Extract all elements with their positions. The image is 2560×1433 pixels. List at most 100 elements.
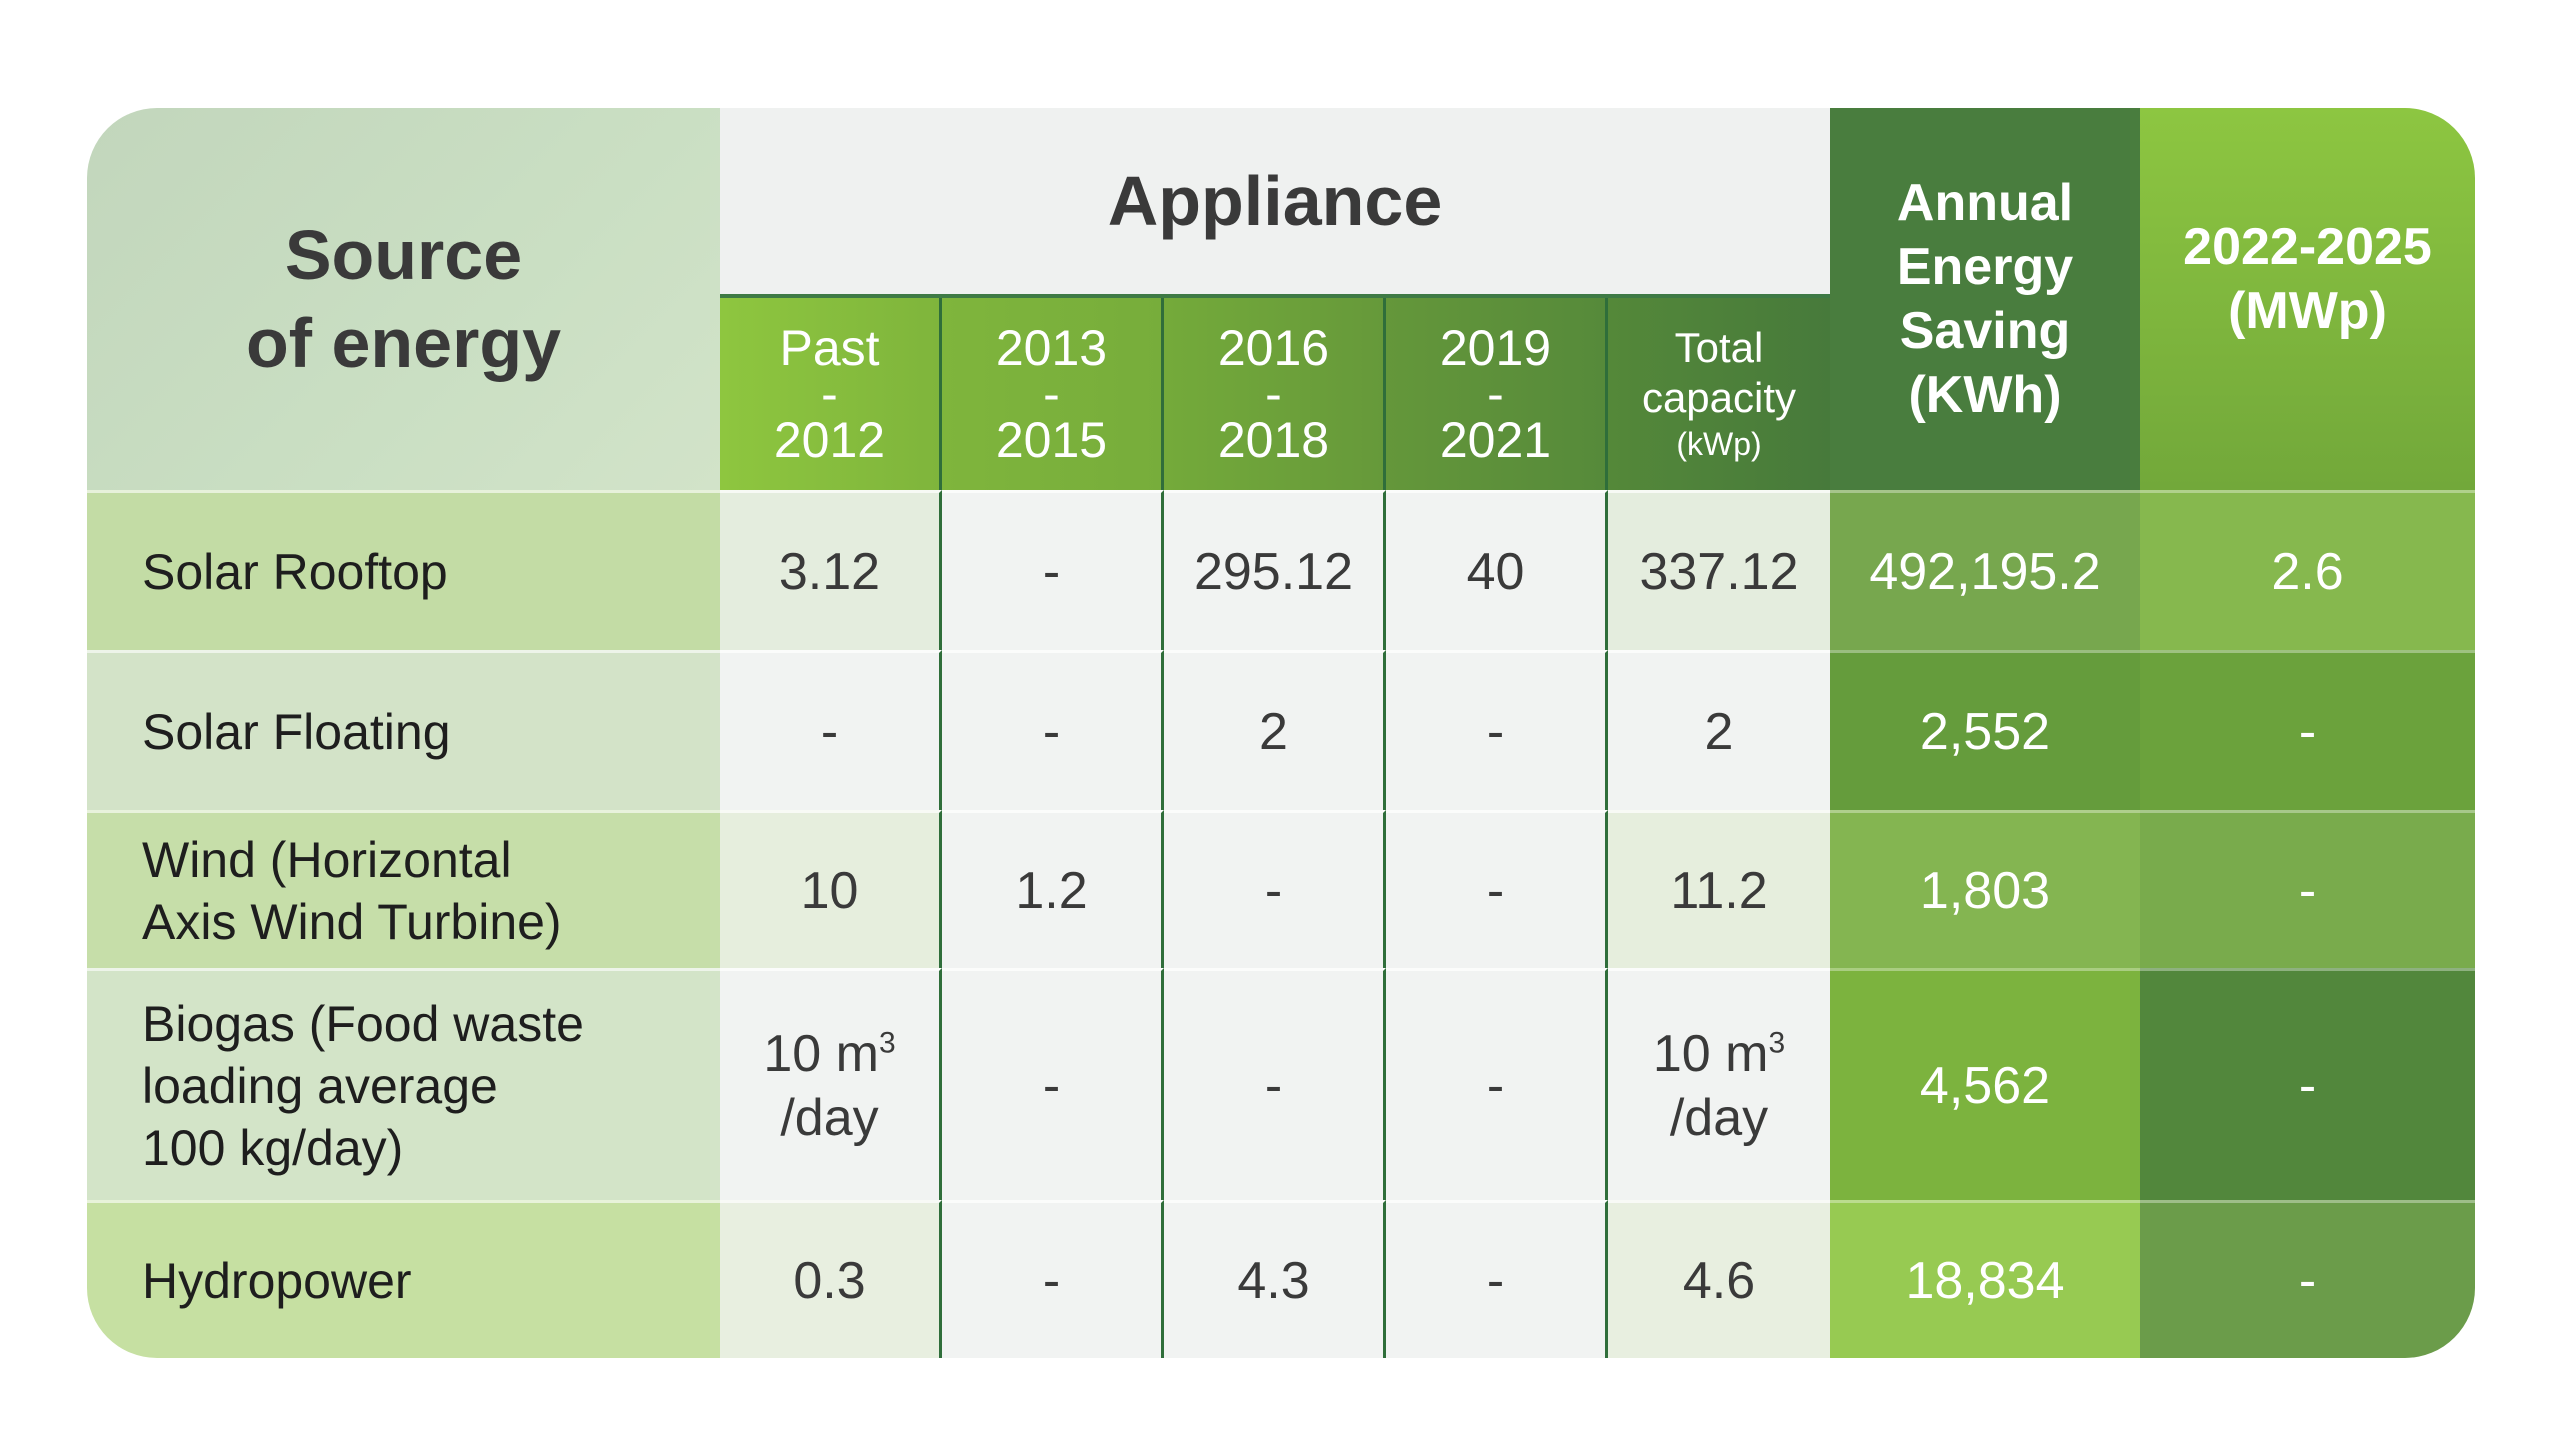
- value-text: -: [1486, 861, 1505, 920]
- value-cell: -: [942, 490, 1164, 650]
- value-cell: 2: [1608, 650, 1830, 810]
- period-bottom: 2012: [773, 412, 886, 468]
- future-capacity-cell: 2.6: [2140, 490, 2475, 650]
- value-cell: 1.2: [942, 810, 1164, 968]
- value-cell: -: [942, 968, 1164, 1200]
- value-cell: 10 m3/day: [720, 968, 942, 1200]
- source-label: loading average: [142, 1057, 498, 1114]
- value-cell: -: [942, 1200, 1164, 1358]
- value-cell: 40: [1386, 490, 1608, 650]
- annual-saving-cell: 2,552: [1830, 650, 2140, 810]
- value-cell: 10 m3/day: [1608, 968, 1830, 1200]
- period-header-2016-2018: 2016 - 2018: [1164, 298, 1386, 490]
- future-capacity-value: 2.6: [2271, 542, 2344, 601]
- value-line: 10 m3: [763, 1022, 895, 1086]
- annual-line: Annual: [1896, 174, 2074, 232]
- period-top: 2016: [1217, 320, 1330, 376]
- future-capacity-value: -: [2298, 1251, 2317, 1310]
- total-unit: (kWp): [1676, 426, 1762, 462]
- value-cell: 4.3: [1164, 1200, 1386, 1358]
- period-sep: -: [1043, 366, 1060, 422]
- period-sep: -: [1265, 366, 1282, 422]
- future-2022-2025-header: 2022-2025 (MWp): [2140, 108, 2475, 490]
- period-header-past-2012: Past - 2012: [720, 298, 942, 490]
- source-label: Hydropower: [142, 1252, 412, 1309]
- value-text: -: [1486, 702, 1505, 761]
- superscript: 3: [878, 1026, 896, 1060]
- value-cell: 337.12: [1608, 490, 1830, 650]
- source-cell: Biogas (Food waste loading average 100 kg/…: [87, 968, 720, 1200]
- value-cell: -: [1386, 810, 1608, 968]
- annual-saving-value: 18,834: [1905, 1251, 2065, 1310]
- value-text: 295.12: [1193, 542, 1354, 601]
- value-text: -: [1042, 542, 1061, 601]
- source-cell: Solar Floating: [87, 650, 720, 810]
- source-label: Wind (Horizontal: [142, 831, 512, 888]
- total-capacity-header: Total capacity (kWp): [1608, 298, 1830, 490]
- value-text: 1.2: [1015, 861, 1088, 920]
- source-header-line2: of energy: [245, 304, 562, 382]
- future-line2: (MWp): [2228, 282, 2387, 340]
- source-cell: Wind (Horizontal Axis Wind Turbine): [87, 810, 720, 968]
- superscript: 3: [1768, 1026, 1786, 1060]
- value-cell: -: [1386, 1200, 1608, 1358]
- energy-table: Source of energy Appliance Past - 2012 2…: [87, 108, 2475, 1358]
- future-capacity-value: -: [2298, 1056, 2317, 1115]
- period-sep: -: [1487, 366, 1504, 422]
- value-suffix: /day: [780, 1088, 879, 1147]
- value-text: 10 m: [763, 1024, 879, 1083]
- value-text: 4.3: [1237, 1251, 1310, 1310]
- value-text: 2: [1259, 702, 1288, 761]
- annual-saving-value: 2,552: [1919, 702, 2051, 761]
- future-capacity-cell: -: [2140, 968, 2475, 1200]
- future-capacity-cell: -: [2140, 810, 2475, 968]
- period-top: Past: [779, 320, 880, 376]
- annual-line: Energy: [1896, 238, 2074, 296]
- value-cell: 3.12: [720, 490, 942, 650]
- period-top: 2019: [1439, 320, 1552, 376]
- period-bottom: 2018: [1217, 412, 1330, 468]
- annual-saving-cell: 4,562: [1830, 968, 2140, 1200]
- value-text: 337.12: [1639, 542, 1799, 601]
- total-line1: Total: [1674, 324, 1764, 371]
- future-capacity-value: -: [2298, 702, 2317, 761]
- annual-saving-value: 4,562: [1919, 1056, 2051, 1115]
- value-text: -: [1042, 1251, 1061, 1310]
- value-text: 10: [800, 861, 859, 920]
- value-text: -: [820, 702, 839, 761]
- future-capacity-cell: -: [2140, 650, 2475, 810]
- total-line2: capacity: [1641, 374, 1797, 421]
- future-line1: 2022-2025: [2183, 218, 2432, 276]
- value-text: -: [1042, 702, 1061, 761]
- source-header-line1: Source: [284, 216, 523, 294]
- value-text: 0.3: [793, 1251, 866, 1310]
- period-bottom: 2021: [1439, 412, 1552, 468]
- source-of-energy-header: Source of energy: [87, 108, 720, 490]
- source-label: Solar Floating: [142, 703, 451, 760]
- value-cell: 4.6: [1608, 1200, 1830, 1358]
- value-text: 10 m: [1652, 1024, 1769, 1083]
- annual-saving-value: 1,803: [1919, 861, 2051, 920]
- value-text: -: [1042, 1056, 1061, 1115]
- value-cell: 2: [1164, 650, 1386, 810]
- period-sep: -: [821, 366, 838, 422]
- future-capacity-value: -: [2298, 861, 2317, 920]
- value-cell: -: [942, 650, 1164, 810]
- value-text: -: [1264, 861, 1283, 920]
- value-cell: 0.3: [720, 1200, 942, 1358]
- value-cell: 10: [720, 810, 942, 968]
- appliance-title: Appliance: [1107, 162, 1443, 240]
- appliance-header: Appliance: [720, 108, 1830, 298]
- value-text: 11.2: [1670, 861, 1768, 920]
- source-label: Biogas (Food waste: [142, 995, 584, 1052]
- future-capacity-cell: -: [2140, 1200, 2475, 1358]
- value-text: 3.12: [778, 542, 881, 601]
- annual-energy-saving-header: Annual Energy Saving (KWh): [1830, 108, 2140, 490]
- period-header-2019-2021: 2019 - 2021: [1386, 298, 1608, 490]
- annual-saving-cell: 492,195.2: [1830, 490, 2140, 650]
- annual-line: Saving: [1899, 302, 2071, 360]
- value-suffix: /day: [1669, 1088, 1769, 1147]
- period-top: 2013: [995, 320, 1108, 376]
- annual-saving-value: 492,195.2: [1869, 542, 2101, 601]
- value-cell: -: [1164, 810, 1386, 968]
